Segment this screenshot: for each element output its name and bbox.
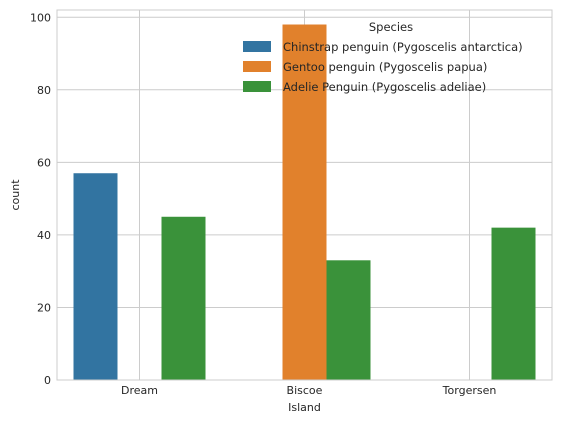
y-tick-label: 100 — [30, 11, 51, 24]
legend-label: Adelie Penguin (Pygoscelis adeliae) — [283, 80, 486, 94]
bar — [282, 24, 327, 381]
x-tick-label: Torgersen — [442, 384, 497, 397]
legend-swatch — [243, 61, 271, 72]
bar — [326, 260, 371, 380]
x-tick-label: Biscoe — [287, 384, 323, 397]
y-tick-labels: 0 20 40 60 80 100 — [30, 11, 51, 387]
y-axis-label: count — [9, 179, 22, 211]
legend-items: Chinstrap penguin (Pygoscelis antarctica… — [243, 40, 523, 94]
x-axis-label: Island — [288, 401, 321, 414]
bar — [491, 227, 536, 380]
y-tick-label: 20 — [37, 301, 51, 314]
plot-frame — [56, 9, 553, 381]
x-tick-label: Dream — [121, 384, 158, 397]
bar — [161, 216, 206, 380]
legend: Species Chinstrap penguin (Pygoscelis an… — [243, 20, 523, 94]
legend-swatch — [243, 41, 271, 52]
bars — [73, 24, 536, 381]
y-tick-label: 40 — [37, 229, 51, 242]
y-tick-label: 0 — [44, 374, 51, 387]
x-tick-labels: Dream Biscoe Torgersen — [121, 384, 496, 397]
y-tick-label: 60 — [37, 156, 51, 169]
y-tick-label: 80 — [37, 84, 51, 97]
bar — [73, 173, 118, 380]
legend-label: Chinstrap penguin (Pygoscelis antarctica… — [283, 40, 523, 54]
legend-title: Species — [369, 20, 413, 34]
legend-label: Gentoo penguin (Pygoscelis papua) — [283, 60, 487, 74]
legend-swatch — [243, 81, 271, 92]
